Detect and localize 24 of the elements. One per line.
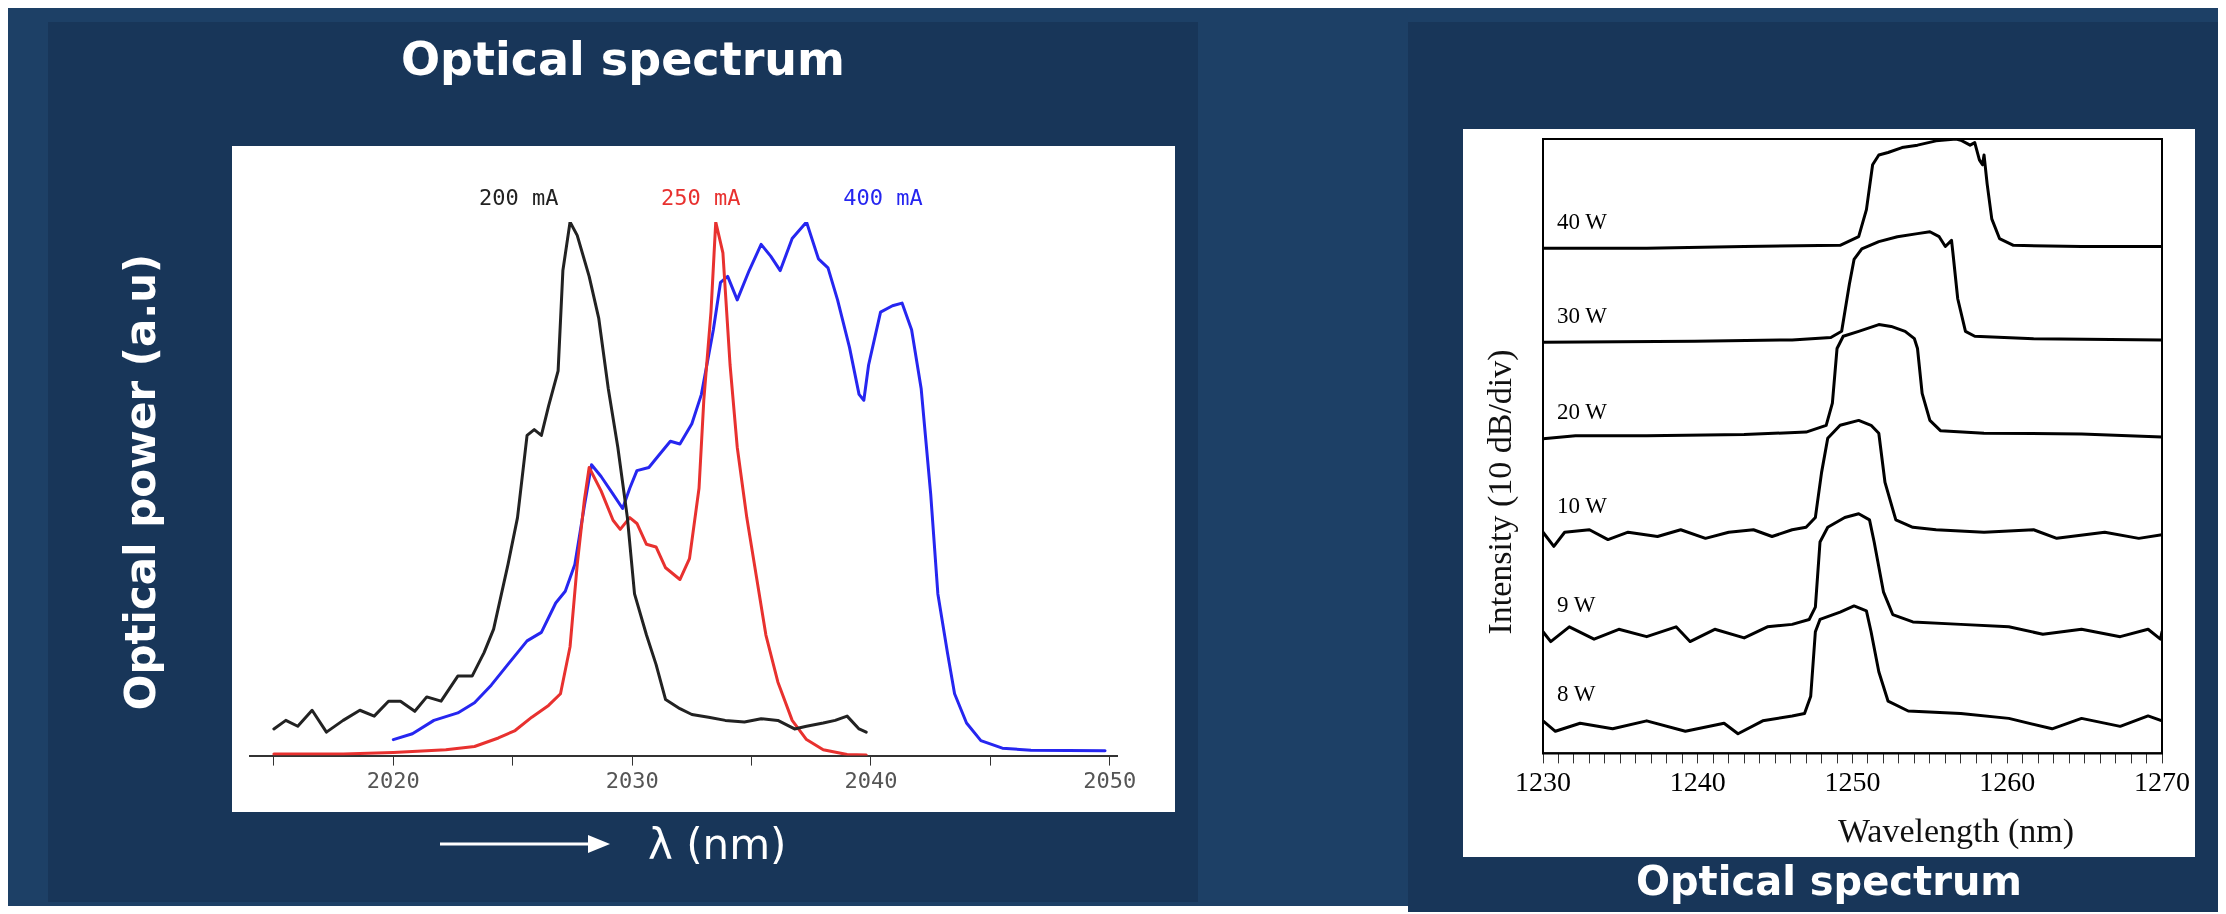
series-label: 250 mA (661, 184, 741, 210)
x-tick-label: 2040 (844, 767, 898, 793)
x-axis-title: Wavelength (nm) (1838, 812, 2075, 850)
series-label: 400 mA (843, 184, 923, 210)
x-axis-title: λ (nm) (648, 820, 787, 869)
series-label: 8 W (1557, 681, 1596, 707)
series-label: 40 W (1557, 208, 1608, 234)
x-tick-label: 1250 (1824, 765, 1881, 797)
x-tick-label: 1270 (2134, 765, 2190, 797)
text: Optical spectrum (1634, 858, 2024, 904)
x-tick-label: 2050 (1083, 767, 1137, 793)
series-label: 9 W (1557, 592, 1596, 618)
x-tick-label: 2020 (366, 767, 420, 793)
x-tick-label: 1240 (1669, 765, 1726, 797)
series-label: 20 W (1557, 399, 1608, 425)
x-tick-label: 1260 (1979, 765, 2036, 797)
y-axis-title: Intensity (10 dB/div) (1481, 349, 1519, 635)
x-tick-label: 1230 (1515, 765, 1571, 797)
series-label: 200 mA (479, 184, 559, 210)
series-label: 30 W (1557, 302, 1608, 328)
chart-title: Optical spectrum (400, 32, 846, 86)
series-label: 10 W (1557, 492, 1608, 518)
x-tick-label: 2030 (605, 767, 659, 793)
y-axis-title: Optical power (a.u) (115, 253, 165, 711)
